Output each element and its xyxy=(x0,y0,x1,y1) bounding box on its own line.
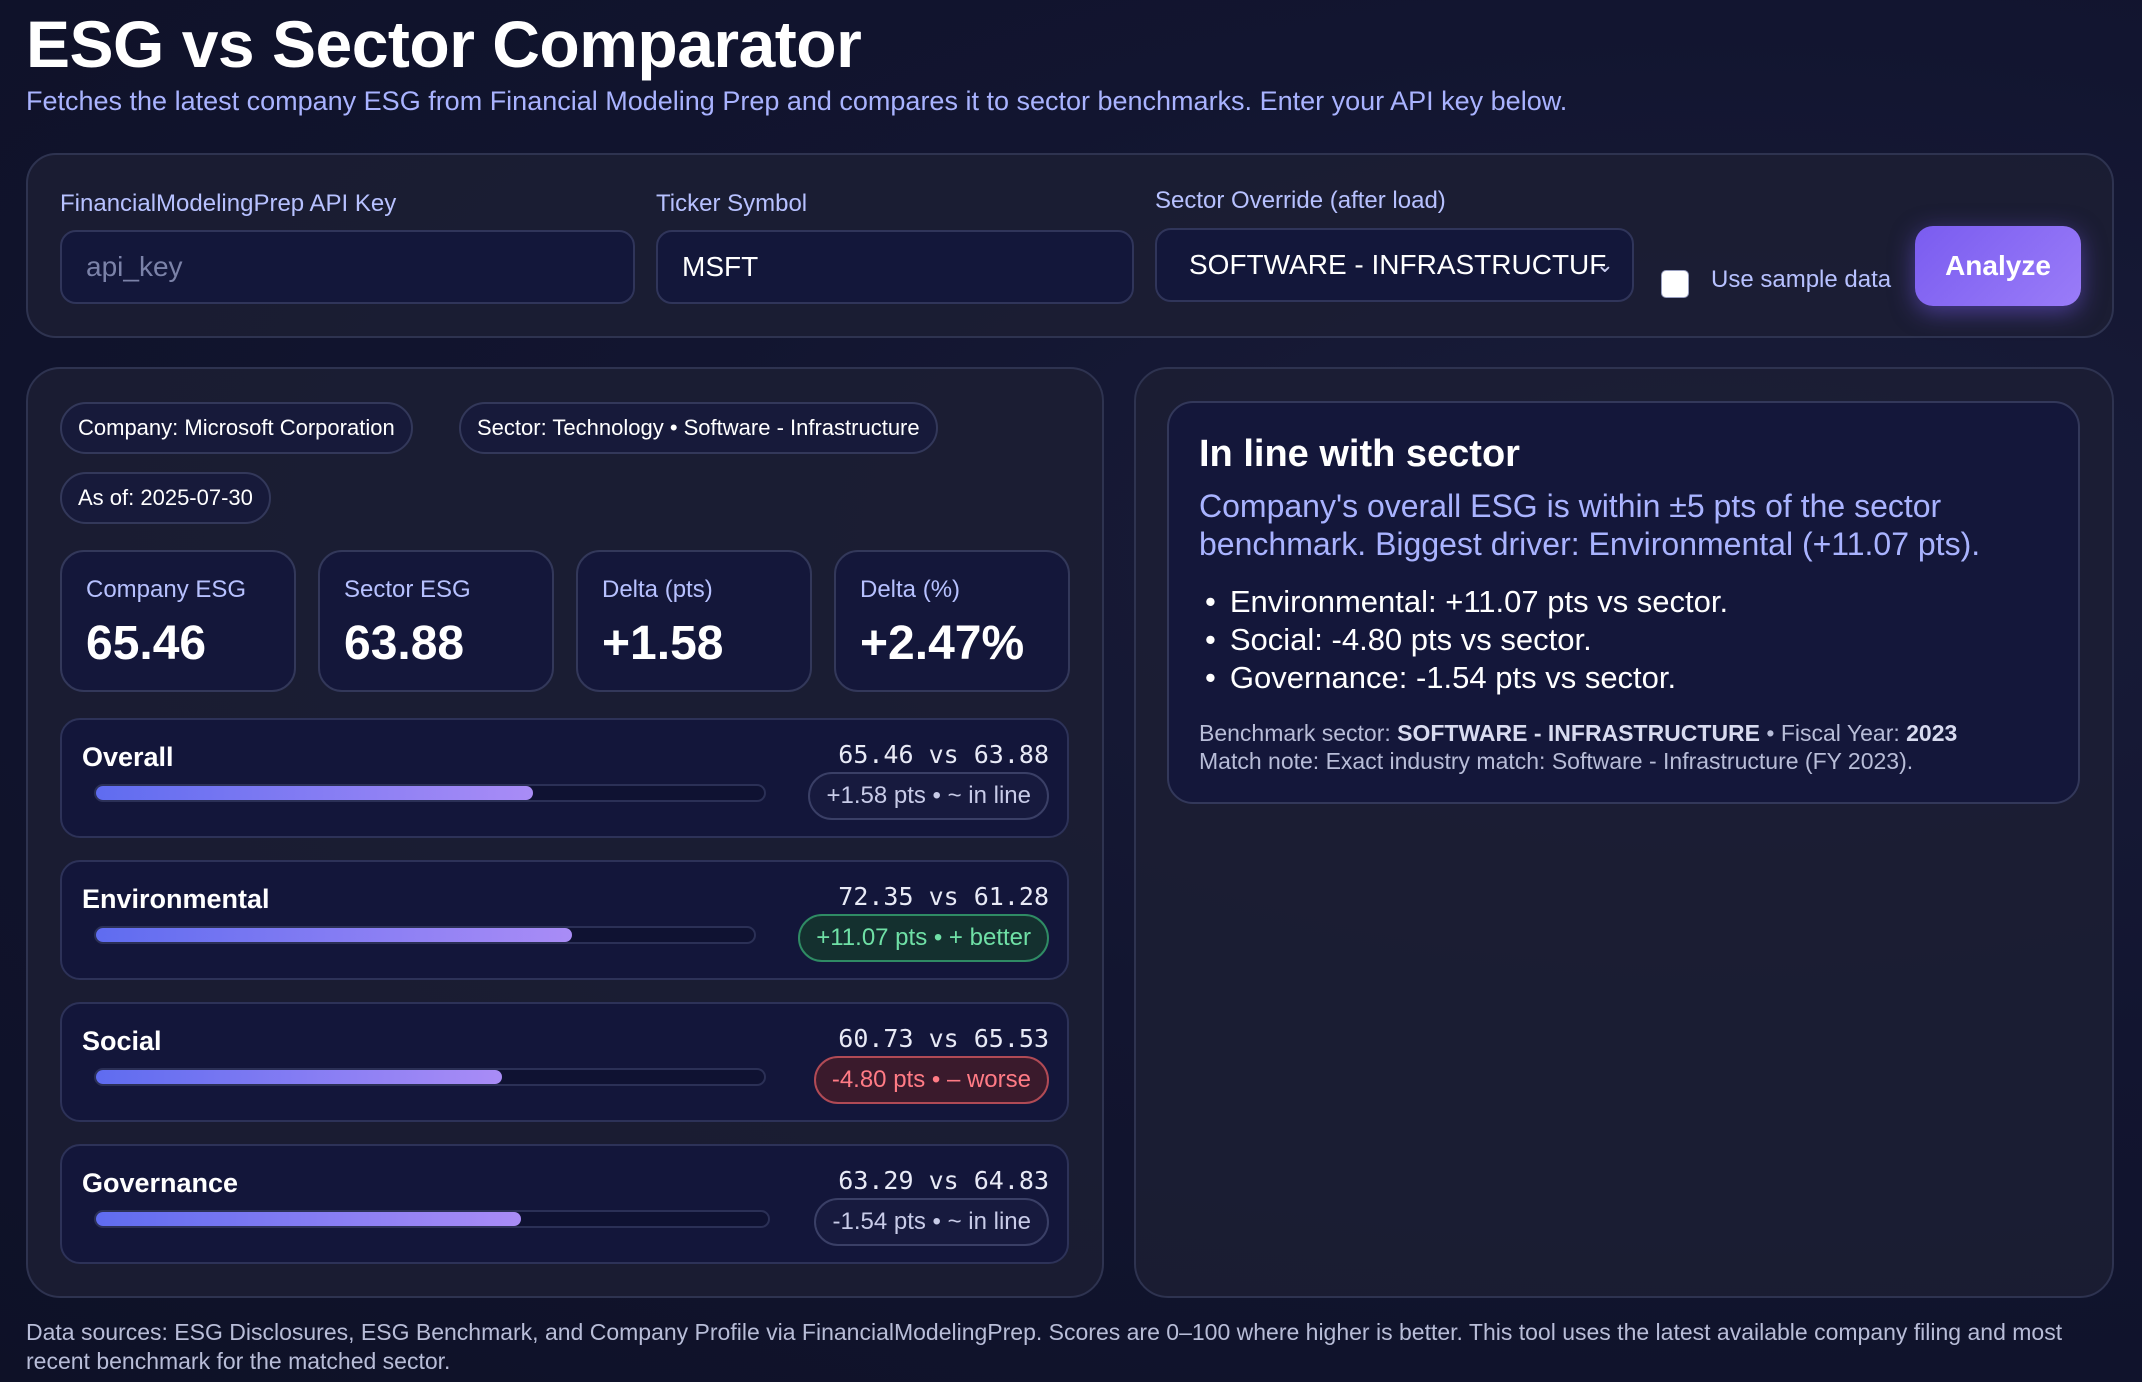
stat-delta-pct: Delta (%) +2.47% xyxy=(834,550,1070,692)
metric-name: Environmental xyxy=(82,884,270,914)
page-title: ESG vs Sector Comparator xyxy=(26,7,862,81)
metric-comparison: 63.29 vs 64.83 xyxy=(838,1166,1049,1195)
page-subtitle: Fetches the latest company ESG from Fina… xyxy=(26,86,1568,116)
analyze-button[interactable]: Analyze xyxy=(1915,226,2081,306)
metric-name: Overall xyxy=(82,742,174,772)
metric-progress-bar xyxy=(94,926,756,944)
metric-delta-pill: -4.80 pts • – worse xyxy=(813,1056,1049,1104)
stat-value: +2.47% xyxy=(860,617,1025,670)
metric-progress-fill xyxy=(96,928,573,942)
api-key-label: FinancialModelingPrep API Key xyxy=(60,190,397,217)
chevron-down-icon: ⌄ xyxy=(1595,252,1614,277)
metric-progress-bar xyxy=(94,1210,770,1228)
metric-name: Social xyxy=(82,1026,162,1056)
metric-name: Governance xyxy=(82,1168,239,1198)
metric-comparison: 65.46 vs 63.88 xyxy=(838,740,1049,769)
stat-sector-esg: Sector ESG 63.88 xyxy=(318,550,554,692)
benchmark-line: Benchmark sector: SOFTWARE - INFRASTRUCT… xyxy=(1199,719,1957,747)
summary-bullet: Social: -4.80 pts vs sector. xyxy=(1205,621,1728,659)
summary-bullet: Environmental: +11.07 pts vs sector. xyxy=(1205,583,1728,621)
stat-label: Delta (pts) xyxy=(602,576,713,603)
metric-progress-fill xyxy=(96,786,534,800)
metric-progress-fill xyxy=(96,1212,522,1226)
summary-meta: Benchmark sector: SOFTWARE - INFRASTRUCT… xyxy=(1199,719,1957,775)
summary-bullet: Governance: -1.54 pts vs sector. xyxy=(1205,659,1728,697)
stat-label: Delta (%) xyxy=(860,576,961,603)
stat-value: 65.46 xyxy=(86,617,207,670)
sector-override-select[interactable]: SOFTWARE - INFRASTRUCTUF ⌄ xyxy=(1155,228,1634,302)
metric-delta-pill: +11.07 pts • + better xyxy=(798,914,1049,962)
footer-note: Data sources: ESG Disclosures, ESG Bench… xyxy=(26,1319,2063,1374)
metric-row-social: Social 60.73 vs 65.53 -4.80 pts • – wors… xyxy=(60,1002,1069,1122)
benchmark-value: SOFTWARE - INFRASTRUCTURE xyxy=(1397,720,1761,746)
metric-delta-pill: -1.54 pts • ~ in line xyxy=(814,1198,1049,1246)
ticker-input[interactable]: MSFT xyxy=(656,230,1134,304)
summary-card: In line with sector Company's overall ES… xyxy=(1167,401,2080,804)
sector-override-label: Sector Override (after load) xyxy=(1155,187,1446,214)
benchmark-label: Benchmark sector: xyxy=(1199,720,1398,746)
metric-row-environmental: Environmental 72.35 vs 61.28 +11.07 pts … xyxy=(60,860,1069,980)
stat-value: +1.58 xyxy=(602,617,724,670)
sector-override-value: SOFTWARE - INFRASTRUCTUF xyxy=(1189,249,1607,280)
sample-data-label[interactable]: Use sample data xyxy=(1711,266,1892,293)
metric-progress-bar xyxy=(94,1068,766,1086)
fiscal-value: 2023 xyxy=(1906,720,1958,746)
metric-progress-bar xyxy=(94,784,766,802)
as-of-chip: As of: 2025-07-30 xyxy=(60,472,271,524)
stat-company-esg: Company ESG 65.46 xyxy=(60,550,296,692)
company-chip: Company: Microsoft Corporation xyxy=(60,402,413,454)
stat-label: Sector ESG xyxy=(344,576,471,603)
match-note: Match note: Exact industry match: Softwa… xyxy=(1199,748,1914,774)
metric-comparison: 72.35 vs 61.28 xyxy=(838,882,1049,911)
stat-delta-pts: Delta (pts) +1.58 xyxy=(576,550,812,692)
metric-delta-pill: +1.58 pts • ~ in line xyxy=(808,772,1049,820)
sector-chip: Sector: Technology • Software - Infrastr… xyxy=(459,402,938,454)
stat-value: 63.88 xyxy=(344,617,465,670)
metric-row-governance: Governance 63.29 vs 64.83 -1.54 pts • ~ … xyxy=(60,1144,1069,1264)
summary-lead: Company's overall ESG is within ±5 pts o… xyxy=(1199,488,1981,562)
ticker-label: Ticker Symbol xyxy=(656,190,808,217)
api-key-input[interactable]: api_key xyxy=(60,230,635,304)
sample-data-checkbox[interactable] xyxy=(1661,270,1689,298)
metric-row-overall: Overall 65.46 vs 63.88 +1.58 pts • ~ in … xyxy=(60,718,1069,838)
fiscal-label: • Fiscal Year: xyxy=(1760,720,1907,746)
summary-bullets: Environmental: +11.07 pts vs sector. Soc… xyxy=(1205,583,1728,697)
stat-label: Company ESG xyxy=(86,576,247,603)
metric-comparison: 60.73 vs 65.53 xyxy=(838,1024,1049,1053)
summary-title: In line with sector xyxy=(1199,433,1520,475)
metric-progress-fill xyxy=(96,1070,502,1084)
